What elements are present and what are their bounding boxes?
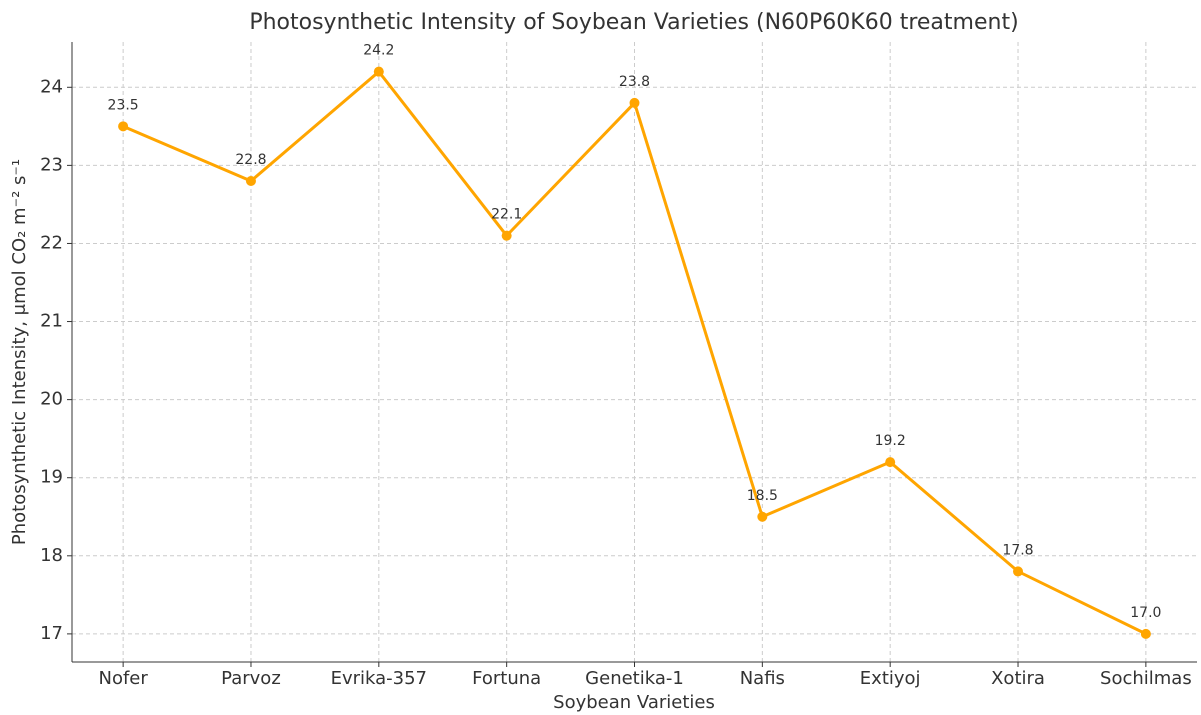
x-tick-label: Nafis xyxy=(740,668,785,689)
point xyxy=(118,121,129,132)
point xyxy=(245,175,256,186)
point xyxy=(1140,628,1151,639)
data-label: 23.8 xyxy=(619,74,650,90)
x-tick-label: Evrika-357 xyxy=(331,668,427,689)
data-label: 17.0 xyxy=(1130,605,1161,621)
x-tick-label: Fortuna xyxy=(472,668,541,689)
data-label: 23.5 xyxy=(108,97,139,113)
y-tick-label: 24 xyxy=(40,76,63,97)
x-tick-label: Xotira xyxy=(991,668,1045,689)
y-axis-label: Photosynthetic Intensity, μmol CO₂ m⁻² s… xyxy=(9,159,30,545)
x-tick-label: Sochilmas xyxy=(1100,668,1192,689)
data-label: 22.1 xyxy=(491,207,522,223)
y-tick-label: 17 xyxy=(40,623,63,644)
point xyxy=(885,457,896,468)
data-label: 24.2 xyxy=(363,43,394,59)
x-tick-label: Parvoz xyxy=(221,668,281,689)
y-tick-label: 18 xyxy=(40,545,63,566)
y-tick-label: 20 xyxy=(40,389,63,410)
x-tick-label: Nofer xyxy=(98,668,148,689)
point xyxy=(629,97,640,108)
data-label: 22.8 xyxy=(235,152,266,168)
point xyxy=(757,511,768,522)
y-tick-label: 19 xyxy=(40,467,63,488)
x-tick-label: Extiyoj xyxy=(860,668,921,689)
chart-title: Photosynthetic Intensity of Soybean Vari… xyxy=(249,10,1018,35)
point xyxy=(1013,566,1024,577)
x-tick-label: Genetika-1 xyxy=(585,668,684,689)
point xyxy=(373,66,384,77)
y-tick-label: 21 xyxy=(40,311,63,332)
data-label: 18.5 xyxy=(747,488,778,504)
x-axis-label: Soybean Varieties xyxy=(553,692,715,713)
y-tick-label: 22 xyxy=(40,232,63,253)
point xyxy=(501,230,512,241)
y-tick-label: 23 xyxy=(40,154,63,175)
data-label: 19.2 xyxy=(875,433,906,449)
data-label: 17.8 xyxy=(1002,542,1033,558)
